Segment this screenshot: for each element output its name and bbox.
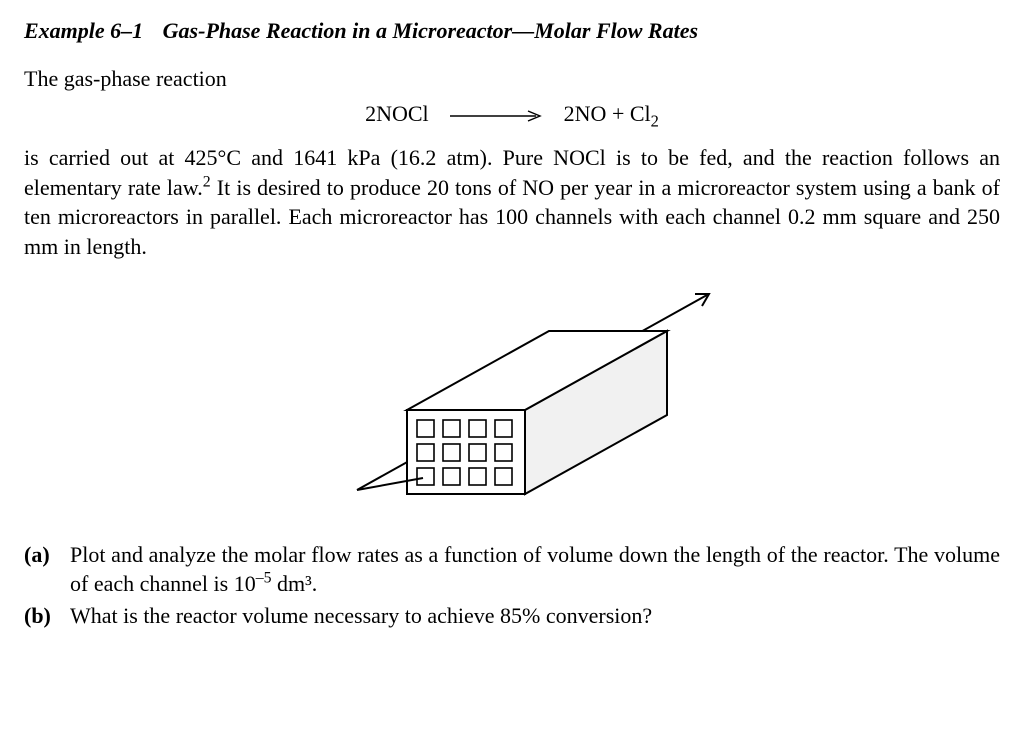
question-text-pre: Plot and analyze the molar flow rates as… (70, 542, 1000, 597)
reaction-arrow-icon (450, 109, 546, 123)
intro-line: The gas-phase reaction (24, 64, 1000, 94)
question-text-pre: What is the reactor volume necessary to … (70, 603, 652, 628)
page: Example 6–1 Gas-Phase Reaction in a Micr… (0, 0, 1024, 731)
question-sup: –5 (256, 570, 272, 587)
question-text-post: dm³. (272, 571, 318, 596)
question-text: What is the reactor volume necessary to … (70, 601, 1000, 631)
question-list: (a) Plot and analyze the molar flow rate… (24, 540, 1000, 631)
example-heading: Example 6–1 Gas-Phase Reaction in a Micr… (24, 16, 1000, 46)
question-text: Plot and analyze the molar flow rates as… (70, 540, 1000, 599)
question-label: (b) (24, 601, 70, 631)
reaction-equation: 2NOCl 2NO + Cl2 (24, 99, 1000, 129)
equation-rhs: 2NO + Cl2 (564, 101, 659, 126)
microreactor-figure (24, 280, 1000, 518)
equation-lhs: 2NOCl (365, 101, 429, 126)
body-paragraph: is carried out at 425°C and 1641 kPa (16… (24, 143, 1000, 262)
example-title: Gas-Phase Reaction in a Microreactor—Mol… (163, 18, 698, 43)
example-label: Example 6–1 (24, 18, 143, 43)
equation-rhs-text: 2NO + Cl (564, 101, 651, 126)
question-label: (a) (24, 540, 70, 570)
equation-rhs-sub: 2 (651, 112, 659, 131)
question-item: (b) What is the reactor volume necessary… (24, 601, 1000, 631)
question-item: (a) Plot and analyze the molar flow rate… (24, 540, 1000, 599)
body-footnote-ref: 2 (203, 173, 211, 190)
